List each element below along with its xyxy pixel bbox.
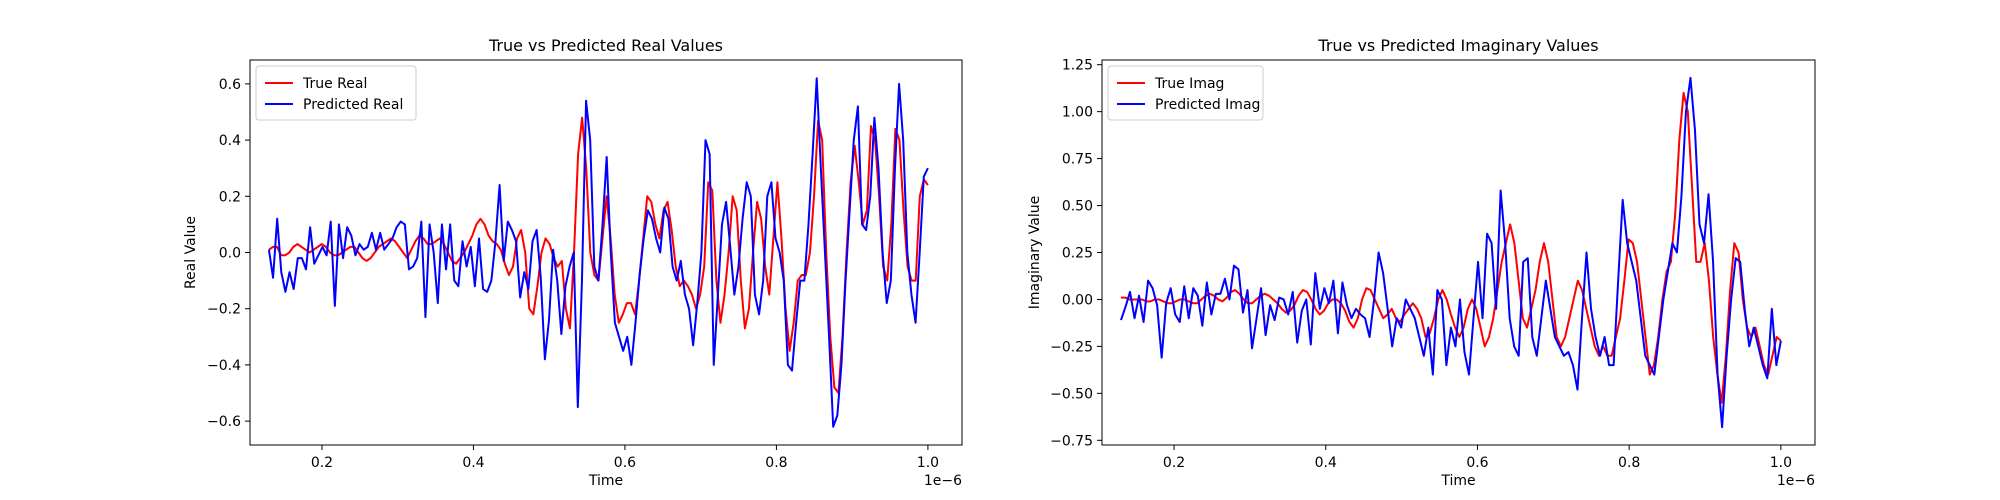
x-tick-label: 1.0 (1770, 455, 1792, 471)
x-tick-label: 0.4 (462, 455, 484, 471)
y-tick-label: −0.6 (207, 414, 241, 430)
legend-label: True Imag (1154, 76, 1224, 92)
y-tick-label: −0.25 (1050, 339, 1093, 355)
y-tick-label: 0.75 (1062, 152, 1093, 168)
y-tick-label: 0.00 (1062, 292, 1093, 308)
y-tick-label: 0.6 (219, 77, 241, 93)
y-tick-label: −0.50 (1050, 386, 1093, 402)
y-axis-label: Real Value (183, 216, 199, 289)
x-tick-label: 0.4 (1315, 455, 1337, 471)
legend-box (255, 65, 417, 121)
chart-title: True vs Predicted Real Values (488, 36, 723, 55)
chart-imaginary: True vs Predicted Imaginary Values 0.2 0.4… (1027, 36, 1816, 489)
y-tick-label: 0.0 (219, 246, 241, 262)
y-tick-label: −0.2 (207, 302, 241, 318)
x-axis-label: Time (588, 473, 623, 489)
series-line-predicted-real (267, 77, 929, 428)
chart-title: True vs Predicted Imaginary Values (1317, 36, 1598, 55)
y-tick-label: 1.25 (1062, 58, 1093, 74)
y-tick-label: −0.75 (1050, 433, 1093, 449)
x-tick-label: 0.8 (1618, 455, 1640, 471)
series-line-predicted-imag (1120, 76, 1782, 429)
y-tick-label: 0.4 (219, 133, 241, 149)
x-offset-label: 1e−6 (924, 473, 962, 489)
x-tick-label: 0.6 (1466, 455, 1488, 471)
y-tick-label: 0.25 (1062, 246, 1093, 262)
y-tick-label: 1.00 (1062, 105, 1093, 121)
legend-label: Predicted Imag (1155, 97, 1260, 113)
y-axis-label: Imaginary Value (1027, 196, 1043, 310)
x-tick-label: 1.0 (917, 455, 939, 471)
legend-box (1107, 65, 1264, 121)
x-tick-label: 0.6 (614, 455, 636, 471)
x-offset-label: 1e−6 (1777, 473, 1815, 489)
x-tick-label: 0.2 (311, 455, 333, 471)
y-tick-label: −0.4 (207, 358, 241, 374)
legend-label: Predicted Real (303, 97, 403, 113)
y-tick-label: 0.50 (1062, 199, 1093, 215)
chart-real: True vs Predicted Real Values 0.2 0.4 0.6 0.… (183, 36, 963, 489)
legend-label: True Real (302, 76, 367, 92)
x-tick-label: 0.2 (1163, 455, 1185, 471)
y-tick-label: 0.2 (219, 189, 241, 205)
x-tick-label: 0.8 (765, 455, 787, 471)
x-axis-label: Time (1440, 473, 1475, 489)
